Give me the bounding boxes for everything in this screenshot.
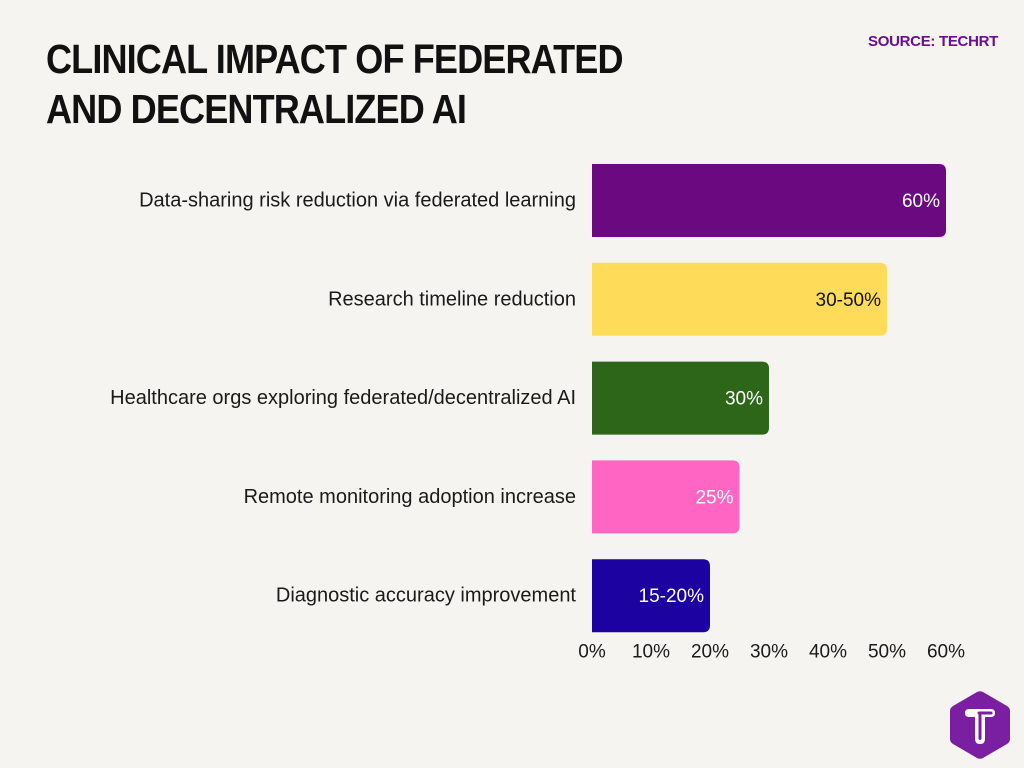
bar	[592, 559, 710, 633]
x-tick-label: 50%	[868, 642, 906, 663]
x-tick-label: 40%	[809, 642, 847, 663]
bar	[592, 164, 946, 237]
data-label: 60%	[902, 191, 940, 212]
bar	[592, 361, 769, 435]
techrt-t-logo-icon	[950, 691, 1010, 759]
bar	[592, 262, 887, 336]
data-label: 30-50%	[816, 290, 882, 311]
data-label: 30%	[725, 389, 763, 410]
category-label: Data-sharing risk reduction via federate…	[139, 190, 576, 212]
source-credit: SOURCE: TECHRT	[868, 33, 998, 50]
category-label: Healthcare orgs exploring federated/dece…	[110, 387, 576, 409]
x-tick-label: 20%	[691, 642, 729, 663]
data-label: 25%	[695, 487, 733, 508]
category-label: Remote monitoring adoption increase	[244, 486, 576, 508]
bar	[592, 460, 740, 534]
x-tick-label: 30%	[750, 642, 788, 663]
data-label: 15-20%	[639, 586, 705, 607]
chart-title: CLINICAL IMPACT OF FEDERATED AND DECENTR…	[46, 36, 624, 132]
x-tick-label: 60%	[927, 642, 965, 663]
category-label: Research timeline reduction	[328, 288, 576, 310]
category-label: Diagnostic accuracy improvement	[276, 585, 577, 607]
x-tick-label: 0%	[578, 642, 606, 663]
x-tick-label: 10%	[632, 642, 670, 663]
